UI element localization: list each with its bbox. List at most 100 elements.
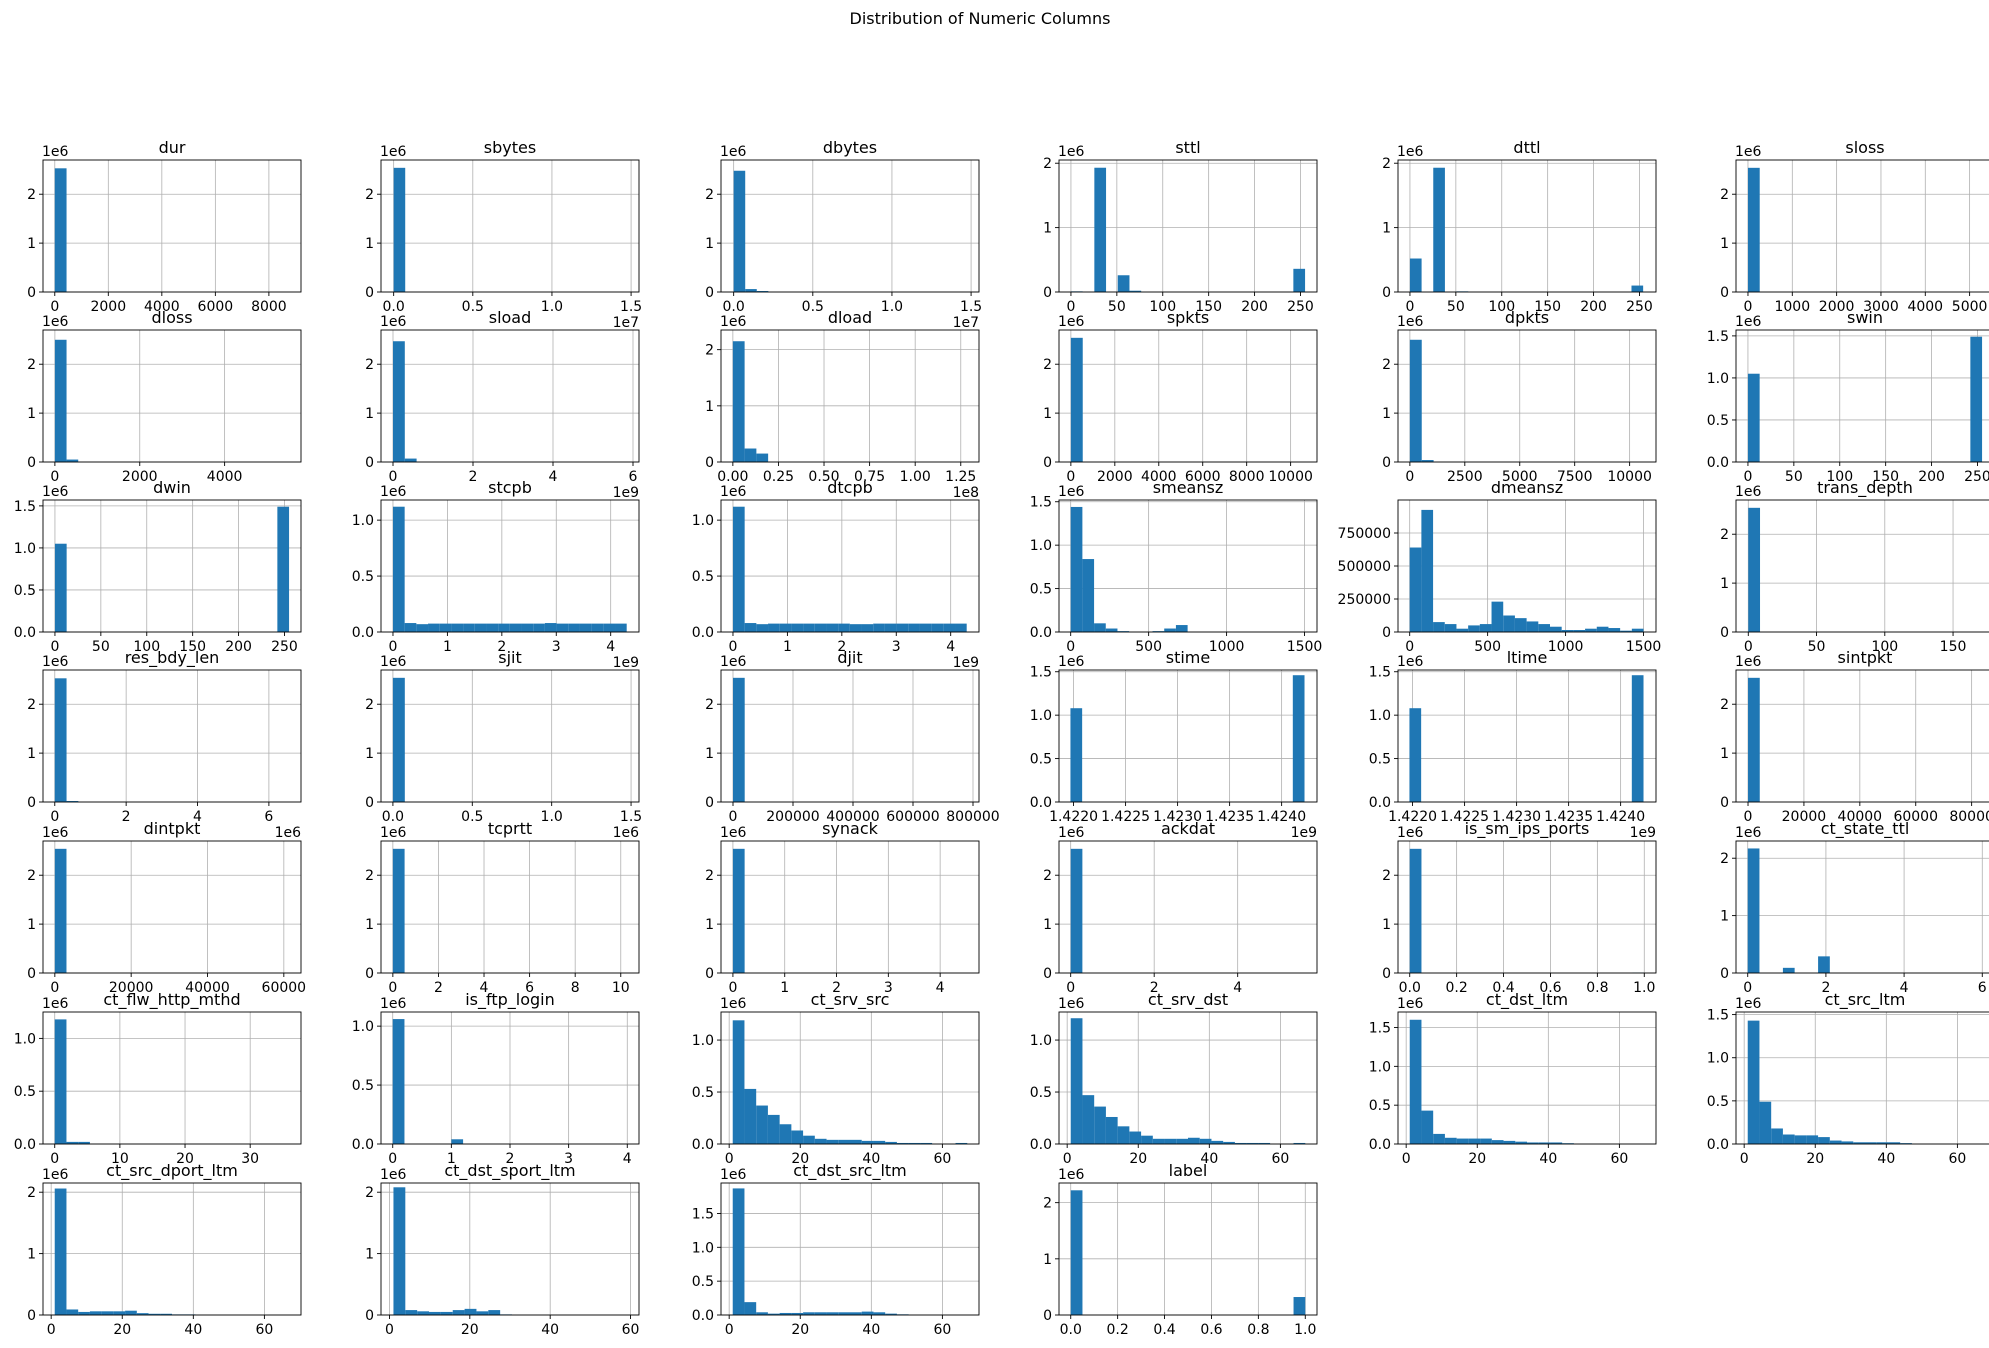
histogram-bar	[838, 623, 850, 632]
histogram-bar	[1105, 1116, 1118, 1144]
x-tick-label: 2000	[1097, 469, 1133, 485]
x-exponent-label: 1e6	[275, 825, 302, 841]
y-tick-label: 0.0	[692, 1137, 714, 1153]
x-tick-label: 6	[1978, 980, 1987, 996]
x-tick-label: 6	[525, 980, 534, 996]
histogram-bar	[1292, 675, 1305, 802]
y-tick-label: 1.0	[14, 541, 36, 557]
histogram-bar	[1829, 1140, 1842, 1144]
x-exponent-label: 1e9	[1291, 825, 1317, 841]
x-tick-label: 4	[193, 809, 202, 825]
y-exponent-label: 1e6	[1397, 314, 1424, 330]
y-tick-label: 2	[1720, 697, 1729, 713]
y-tick-label: 0	[365, 795, 374, 811]
histogram-bar	[452, 1310, 465, 1315]
histogram-bar	[745, 289, 757, 292]
histogram-bar	[919, 623, 932, 632]
y-exponent-label: 1e6	[380, 1167, 407, 1183]
y-tick-label: 1	[365, 917, 374, 933]
x-tick-label: 400000	[826, 809, 879, 825]
subplot-swin: 0 50 100 150 200 250 0.0 0.5 1.0 1.5 1e6 swin	[1707, 308, 1989, 485]
histogram-bar	[814, 623, 827, 632]
x-tick-label: 1.5	[620, 809, 642, 825]
x-tick-label: 0	[50, 469, 59, 485]
subplot-synack: 0 1 2 3 4 0 1 2 1e6 synack	[705, 819, 980, 996]
axes-frame	[720, 1011, 980, 1145]
y-tick-label: 0	[1043, 455, 1052, 471]
histogram-bar	[1293, 268, 1306, 292]
y-tick-label: 0.5	[1030, 582, 1052, 598]
x-tick-label: 8000	[1229, 469, 1265, 485]
histogram-bar	[1409, 848, 1422, 973]
y-tick-label: 2	[27, 357, 36, 373]
y-tick-label: 1.5	[14, 499, 36, 515]
histogram-bar	[850, 1139, 862, 1144]
y-tick-label: 0.0	[692, 1308, 714, 1324]
x-tick-label: 1.0	[541, 299, 563, 315]
histogram-bar	[1970, 336, 1983, 462]
x-tick-label: 6	[264, 809, 273, 825]
subplot-ackdat: 0 2 4 0 1 2 1e6 ackdat	[1043, 819, 1318, 996]
y-tick-label: 0	[27, 1308, 36, 1324]
histogram-bar	[66, 1141, 79, 1144]
subplot-dttl: 0 50 100 150 200 250 0 1 2 1e6 dttl	[1382, 138, 1657, 315]
histogram-bar	[861, 624, 874, 632]
y-tick-label: 1	[27, 406, 36, 422]
x-tick-label: 50	[92, 639, 110, 655]
x-tick-label: 1.00	[900, 469, 931, 485]
histogram-bar	[66, 1309, 79, 1315]
y-tick-label: 0	[27, 966, 36, 982]
subplot-dbytes: 0.0 0.5 1.0 1.5 0 1 2 1e6 1e7 dbytes	[705, 138, 982, 331]
histogram-bar	[838, 1139, 850, 1144]
axes-frame	[1397, 329, 1657, 463]
y-exponent-label: 1e6	[1735, 825, 1762, 841]
histogram-bar	[1818, 956, 1830, 973]
x-tick-label: 20	[176, 1151, 194, 1167]
x-tick-label: 3	[884, 980, 893, 996]
subplot-title: dload	[828, 308, 872, 327]
histogram-bar	[591, 623, 604, 632]
histogram-bar	[1527, 1142, 1539, 1144]
y-tick-label: 0	[1382, 625, 1391, 641]
histogram-bar	[464, 1308, 477, 1315]
histogram-bar	[1888, 1142, 1901, 1144]
y-tick-label: 0.5	[692, 569, 714, 585]
x-tick-label: 0	[50, 809, 59, 825]
x-tick-label: 0	[725, 1151, 734, 1167]
x-tick-label: 2000	[90, 299, 126, 315]
y-tick-label: 2	[705, 187, 714, 203]
y-tick-label: 2	[27, 868, 36, 884]
histogram-bar	[826, 623, 839, 632]
x-tick-label: 4000	[144, 299, 180, 315]
histogram-bar	[1818, 1137, 1830, 1144]
y-tick-label: 1.0	[1030, 708, 1052, 724]
histogram-bar	[873, 1140, 886, 1144]
subplot-smeansz: 0 500 1000 1500 0.0 0.5 1.0 1.5 1e6 smeansz	[1030, 478, 1323, 655]
y-exponent-label: 1e6	[42, 1167, 69, 1183]
y-tick-label: 2	[705, 697, 714, 713]
subplot-title: sbytes	[484, 138, 536, 157]
x-tick-label: 10000	[1607, 469, 1652, 485]
x-tick-label: 2000	[122, 469, 158, 485]
histogram-bar	[1421, 460, 1434, 462]
subplot-title: tcprtt	[488, 819, 532, 838]
y-tick-label: 0	[1720, 285, 1729, 301]
axes-frame	[1058, 329, 1318, 463]
histogram-bar	[1070, 708, 1083, 802]
subplot-ct-dst-ltm: 0 20 40 60 0.0 0.5 1.0 1.5 1e6 ct_dst_ltm	[1369, 990, 1657, 1167]
x-tick-label: 60	[1610, 1151, 1628, 1167]
x-tick-label: 2000	[1819, 299, 1855, 315]
histogram-bar	[756, 453, 769, 462]
x-tick-label: 0.6	[1539, 980, 1561, 996]
histogram-bar	[1433, 1133, 1445, 1144]
x-tick-label: 20	[1806, 1151, 1824, 1167]
axes-frame	[42, 1182, 302, 1316]
subplot-title: ct_dst_src_ltm	[793, 1161, 907, 1181]
x-tick-label: 0.5	[461, 809, 483, 825]
subplot-ltime: 1.4220 1.4225 1.4230 1.4235 1.4240 0.0 0.5 1.0 1…	[1369, 648, 1657, 841]
x-tick-label: 1.4235	[1205, 809, 1254, 825]
x-tick-label: 20000	[1782, 809, 1827, 825]
histogram-bar	[1175, 625, 1188, 632]
histogram-bar	[756, 1105, 768, 1144]
histogram-bar	[1876, 1142, 1889, 1144]
